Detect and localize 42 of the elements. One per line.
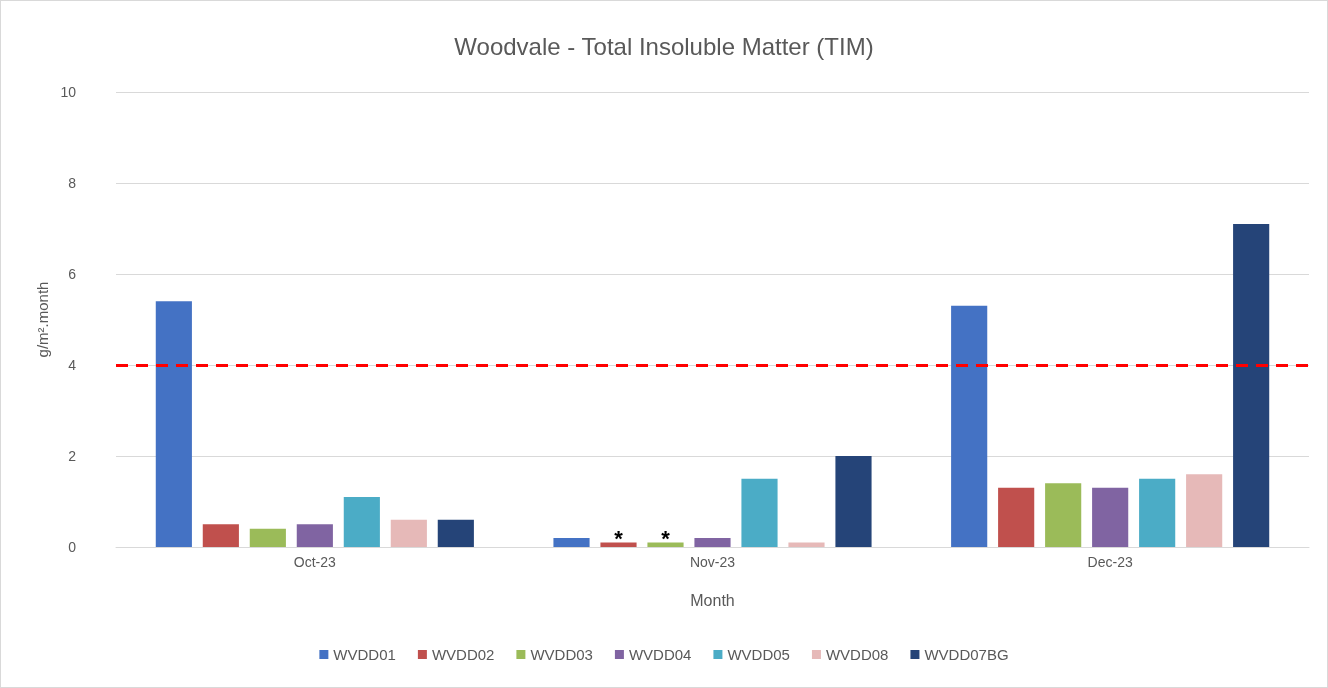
legend-label: WVDD05 bbox=[727, 646, 790, 663]
bar bbox=[647, 542, 684, 547]
bar bbox=[249, 528, 286, 547]
legend-label: WVDD01 bbox=[333, 646, 396, 663]
bar bbox=[741, 478, 778, 547]
y-tick-label: 0 bbox=[68, 539, 77, 555]
bar bbox=[788, 542, 825, 547]
bar bbox=[951, 305, 988, 547]
x-axis-title: Month bbox=[690, 591, 735, 609]
data-label: * bbox=[661, 525, 671, 551]
bar bbox=[343, 496, 380, 547]
legend-label: WVDD07BG bbox=[924, 646, 1009, 663]
bar bbox=[296, 524, 333, 547]
legend-label: WVDD08 bbox=[825, 646, 889, 663]
bar bbox=[553, 537, 590, 547]
chart-title: Woodvale - Total Insoluble Matter (TIM) bbox=[454, 32, 874, 60]
y-axis-title: g/m².month bbox=[33, 281, 51, 358]
bar bbox=[835, 456, 872, 547]
bar bbox=[1139, 478, 1176, 547]
x-tick-label: Dec-23 bbox=[1087, 554, 1133, 570]
legend-label: WVDD04 bbox=[628, 646, 692, 663]
y-tick-label: 4 bbox=[68, 357, 77, 373]
y-tick-label: 8 bbox=[68, 175, 77, 191]
bar bbox=[202, 524, 239, 547]
bar bbox=[1233, 223, 1270, 547]
x-tick-label: Oct-23 bbox=[293, 554, 337, 570]
data-label: * bbox=[614, 525, 624, 551]
y-tick-label: 2 bbox=[68, 448, 77, 464]
bar bbox=[155, 301, 192, 547]
bar bbox=[1045, 483, 1082, 547]
y-tick-label: 6 bbox=[68, 266, 77, 282]
y-tick-label: 10 bbox=[60, 84, 77, 100]
bar bbox=[1092, 487, 1129, 547]
x-tick-label: Nov-23 bbox=[689, 554, 736, 570]
legend-label: WVDD03 bbox=[530, 646, 593, 663]
legend-label: WVDD02 bbox=[431, 646, 495, 663]
bar bbox=[390, 519, 427, 547]
bar bbox=[998, 487, 1035, 547]
bar bbox=[600, 542, 637, 547]
bar bbox=[694, 537, 731, 547]
bar bbox=[1186, 474, 1223, 547]
bar bbox=[437, 519, 474, 547]
